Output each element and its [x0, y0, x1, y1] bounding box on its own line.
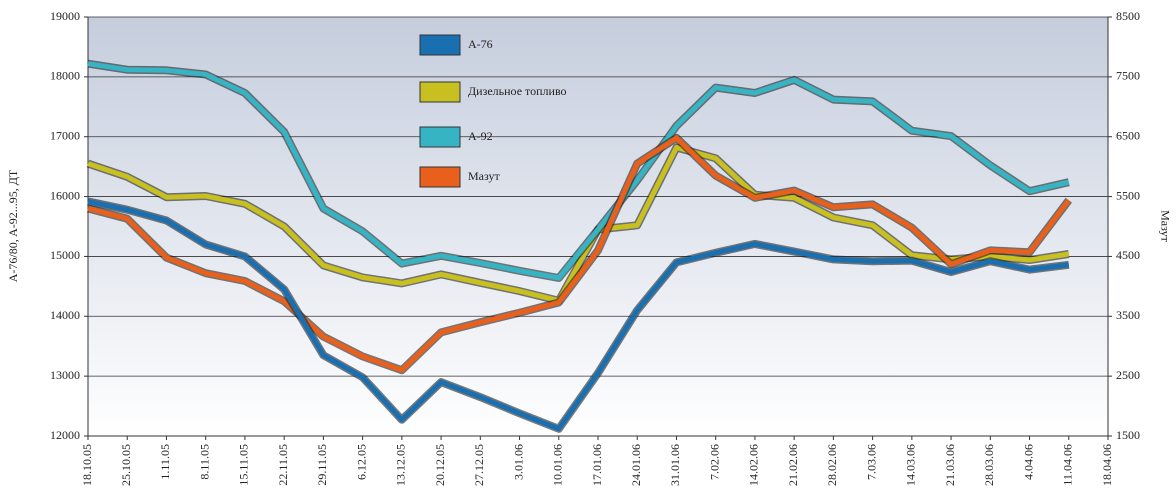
line [87, 61, 1070, 281]
y2-tick-label: 4500 [1116, 248, 1140, 262]
legend-swatch [419, 126, 461, 148]
x-tick-label: 8.11.05 [197, 444, 211, 480]
legend-label: А-76 [468, 37, 493, 51]
x-tick-label: 18.04.06 [1100, 444, 1114, 486]
line [87, 135, 1071, 373]
y-tick-label: 19000 [50, 9, 80, 23]
y-tick-label: 17000 [50, 128, 80, 142]
x-tick-label: 11.04.06 [1061, 444, 1075, 486]
line [87, 145, 1070, 304]
x-tick-label: 6.12.05 [354, 444, 368, 480]
y-tick-label: 15000 [50, 248, 80, 262]
x-tick-label: 31.01.06 [668, 444, 682, 486]
x-tick-label: 22.11.05 [276, 444, 290, 486]
x-tick-label: 18.10.05 [80, 444, 94, 486]
y2-tick-label: 5500 [1116, 188, 1140, 202]
y2-tick-label: 1500 [1116, 428, 1140, 442]
y2-tick-label: 3500 [1116, 308, 1140, 322]
x-tick-label: 1.11.05 [158, 444, 172, 480]
line [87, 198, 1070, 432]
legend-label: Дизельное топливо [468, 84, 567, 98]
x-tick-label: 28.03.06 [982, 444, 996, 486]
y-tick-label: 12000 [50, 428, 80, 442]
x-tick-label: 27.12.05 [472, 444, 486, 486]
y2-tick-label: 2500 [1116, 368, 1140, 382]
x-tick-label: 21.02.06 [786, 444, 800, 486]
y2-tick-label: 6500 [1116, 128, 1140, 142]
x-tick-label: 10.01.06 [551, 444, 565, 486]
legend-swatch [419, 34, 461, 56]
y-axis-label: A-76/80, A-92...95, ДТ [6, 169, 20, 282]
legend-swatch [419, 166, 461, 188]
y-tick-label: 13000 [50, 368, 80, 382]
y-tick-label: 14000 [50, 308, 80, 322]
x-tick-label: 21.03.06 [943, 444, 957, 486]
x-tick-label: 7.02.06 [707, 444, 721, 480]
x-tick-label: 4.04.06 [1021, 444, 1035, 480]
y2-tick-label: 7500 [1116, 69, 1140, 83]
x-tick-label: 28.02.06 [825, 444, 839, 486]
legend-label: А-92 [468, 129, 493, 143]
x-tick-label: 25.10.05 [119, 444, 133, 486]
x-tick-label: 14.02.06 [747, 444, 761, 486]
x-tick-label: 7.03.06 [864, 444, 878, 480]
x-tick-label: 13.12.05 [394, 444, 408, 486]
y2-tick-label: 8500 [1116, 9, 1140, 23]
x-tick-label: 29.11.05 [315, 444, 329, 486]
x-tick-label: 14.03.06 [904, 444, 918, 486]
y2-axis-label: Мазут [1158, 210, 1172, 242]
x-tick-label: 20.12.05 [433, 444, 447, 486]
legend-swatch [419, 81, 461, 103]
x-tick-label: 24.01.06 [629, 444, 643, 486]
x-tick-label: 15.11.05 [237, 444, 251, 486]
y-tick-label: 16000 [50, 188, 80, 202]
x-tick-label: 17.01.06 [590, 444, 604, 486]
x-tick-label: 3.01.06 [511, 444, 525, 480]
legend-label: Мазут [468, 169, 500, 183]
y-tick-label: 18000 [50, 69, 80, 83]
